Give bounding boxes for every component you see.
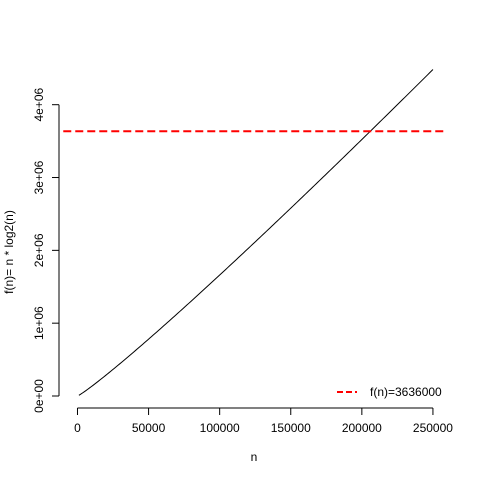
y-axis-label: f(n)= n * log2(n) <box>2 210 16 294</box>
x-axis: 0 50000 100000 150000 200000 250000 <box>74 407 453 435</box>
y-axis: 0e+00 1e+06 2e+06 3e+06 4e+06 <box>32 88 60 413</box>
y-tick-label: 2e+06 <box>32 233 46 267</box>
series-layer <box>78 69 434 396</box>
y-tick-label: 3e+06 <box>32 160 46 194</box>
series-line <box>78 69 434 396</box>
x-tick-label: 200000 <box>342 421 382 435</box>
legend-label: f(n)=3636000 <box>370 385 442 399</box>
x-axis-label: n <box>251 450 258 464</box>
x-tick-label: 100000 <box>200 421 240 435</box>
x-tick-label: 0 <box>74 421 81 435</box>
x-tick-label: 250000 <box>413 421 453 435</box>
legend: f(n)=3636000 <box>337 385 442 399</box>
y-tick-label: 0e+00 <box>32 379 46 413</box>
y-tick-label: 4e+06 <box>32 88 46 122</box>
x-tick-label: 50000 <box>132 421 166 435</box>
y-tick-label: 1e+06 <box>32 306 46 340</box>
x-tick-label: 150000 <box>271 421 311 435</box>
